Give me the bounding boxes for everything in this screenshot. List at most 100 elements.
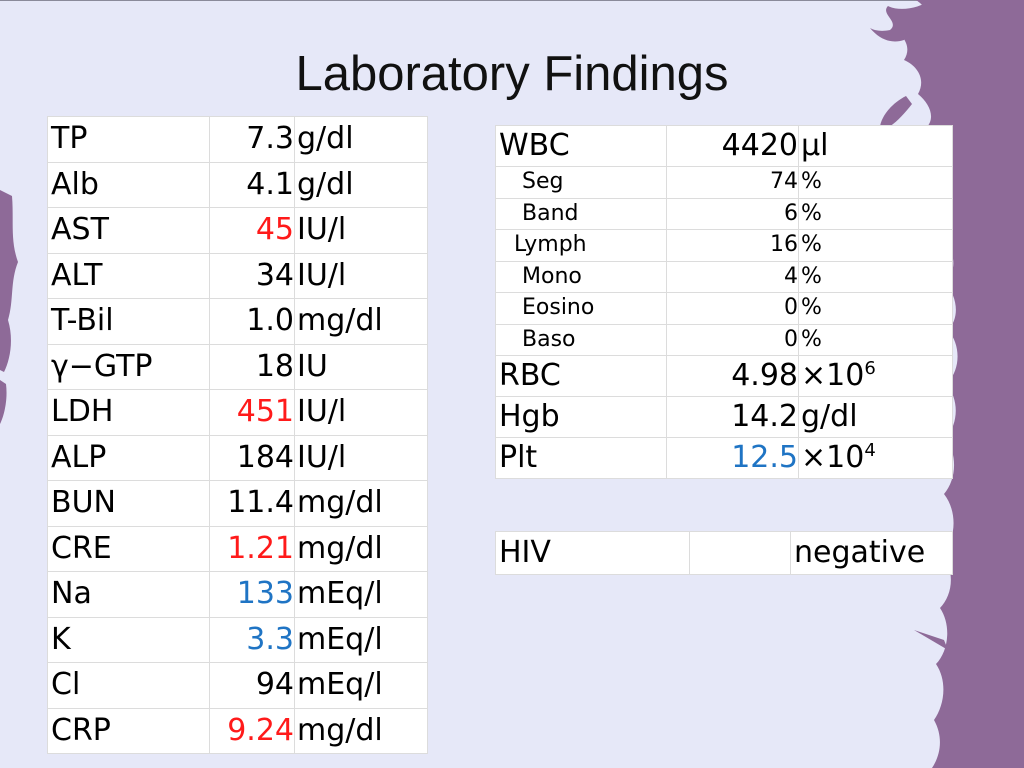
table-row: Baso 0 % xyxy=(495,323,953,356)
row-value: 94 xyxy=(209,662,295,709)
row-unit: μl xyxy=(798,125,953,167)
row-unit: mg/dl xyxy=(294,707,428,754)
row-unit: g/dl xyxy=(294,116,428,163)
row-unit: mg/dl xyxy=(294,480,428,527)
table-row: Na 133 mEq/l xyxy=(47,571,428,618)
table-row: Cl 94 mEq/l xyxy=(47,662,428,709)
row-value: 6 xyxy=(666,197,799,230)
row-value: 184 xyxy=(209,434,295,481)
row-value: 34 xyxy=(209,252,295,299)
table-row: ALP 184 IU/l xyxy=(47,434,428,481)
row-name: γ−GTP xyxy=(47,343,210,390)
table-row: Plt 12.5 ×104 xyxy=(495,437,953,479)
row-value: 133 xyxy=(209,571,295,618)
row-unit: % xyxy=(798,166,953,199)
table-row: Hgb 14.2 g/dl xyxy=(495,396,953,438)
slide-title: Laboratory Findings xyxy=(295,47,729,101)
row-unit: g/dl xyxy=(294,161,428,208)
row-unit: ×106 xyxy=(798,355,953,397)
table-row: K 3.3 mEq/l xyxy=(47,616,428,663)
table-row: CRE 1.21 mg/dl xyxy=(47,525,428,572)
chemistry-table: TP 7.3 g/dl Alb 4.1 g/dl AST 45 IU/l ALT 34 IU/l T-B… xyxy=(47,116,428,754)
table-row: RBC 4.98 ×106 xyxy=(495,355,953,397)
row-unit: % xyxy=(798,323,953,356)
row-value: 4.1 xyxy=(209,161,295,208)
row-name: Seg xyxy=(495,166,667,199)
table-row: BUN 11.4 mg/dl xyxy=(47,480,428,527)
row-name: K xyxy=(47,616,210,663)
table-row: Mono 4 % xyxy=(495,260,953,293)
table-row: Eosino 0 % xyxy=(495,292,953,325)
row-name: Mono xyxy=(495,260,667,293)
top-border xyxy=(0,0,1024,1)
row-name: Na xyxy=(47,571,210,618)
row-value xyxy=(689,531,791,575)
row-name: ALT xyxy=(47,252,210,299)
unit-base: ×10 xyxy=(801,440,865,475)
cbc-table: WBC 4420 μl Seg 74 % Band 6 % Lymph 16 %… xyxy=(495,125,953,479)
row-unit: mg/dl xyxy=(294,525,428,572)
row-name: Cl xyxy=(47,662,210,709)
hiv-table: HIV negative xyxy=(495,531,953,575)
row-value: 45 xyxy=(209,207,295,254)
table-row: TP 7.3 g/dl xyxy=(47,116,428,163)
row-name: Hgb xyxy=(495,396,667,438)
row-unit: mEq/l xyxy=(294,571,428,618)
row-name: HIV xyxy=(495,531,690,575)
row-value: 4.98 xyxy=(666,355,799,397)
row-unit: IU/l xyxy=(294,252,428,299)
unit-base: ×10 xyxy=(801,358,865,393)
row-value: 12.5 xyxy=(666,437,799,479)
row-name: WBC xyxy=(495,125,667,167)
row-value: 4420 xyxy=(666,125,799,167)
row-name: ALP xyxy=(47,434,210,481)
row-name: TP xyxy=(47,116,210,163)
row-value: 0 xyxy=(666,323,799,356)
row-unit: % xyxy=(798,260,953,293)
row-value: 11.4 xyxy=(209,480,295,527)
row-value: 451 xyxy=(209,389,295,436)
table-row: HIV negative xyxy=(495,531,953,575)
table-row: WBC 4420 μl xyxy=(495,125,953,167)
row-unit: mEq/l xyxy=(294,616,428,663)
table-row: Band 6 % xyxy=(495,197,953,230)
row-name: AST xyxy=(47,207,210,254)
table-row: CRP 9.24 mg/dl xyxy=(47,707,428,754)
row-name: RBC xyxy=(495,355,667,397)
row-value: 3.3 xyxy=(209,616,295,663)
row-name: Baso xyxy=(495,323,667,356)
row-result: negative xyxy=(790,531,953,575)
row-value: 16 xyxy=(666,229,799,262)
row-unit: IU xyxy=(294,343,428,390)
table-row: LDH 451 IU/l xyxy=(47,389,428,436)
row-unit: % xyxy=(798,292,953,325)
table-row: ALT 34 IU/l xyxy=(47,252,428,299)
table-row: γ−GTP 18 IU xyxy=(47,343,428,390)
row-value: 0 xyxy=(666,292,799,325)
row-value: 9.24 xyxy=(209,707,295,754)
row-unit: % xyxy=(798,229,953,262)
unit-exponent: 4 xyxy=(864,440,876,462)
table-row: Alb 4.1 g/dl xyxy=(47,161,428,208)
row-name: T-Bil xyxy=(47,298,210,345)
row-value: 14.2 xyxy=(666,396,799,438)
row-value: 4 xyxy=(666,260,799,293)
row-name: BUN xyxy=(47,480,210,527)
row-unit: IU/l xyxy=(294,389,428,436)
row-unit: mEq/l xyxy=(294,662,428,709)
row-unit: IU/l xyxy=(294,207,428,254)
row-name: Alb xyxy=(47,161,210,208)
row-name: CRP xyxy=(47,707,210,754)
row-value: 7.3 xyxy=(209,116,295,163)
row-value: 18 xyxy=(209,343,295,390)
row-value: 74 xyxy=(666,166,799,199)
row-unit: mg/dl xyxy=(294,298,428,345)
row-value: 1.0 xyxy=(209,298,295,345)
table-row: Seg 74 % xyxy=(495,166,953,199)
row-unit: IU/l xyxy=(294,434,428,481)
row-name: Plt xyxy=(495,437,667,479)
unit-exponent: 6 xyxy=(864,358,876,380)
table-row: T-Bil 1.0 mg/dl xyxy=(47,298,428,345)
row-unit: g/dl xyxy=(798,396,953,438)
